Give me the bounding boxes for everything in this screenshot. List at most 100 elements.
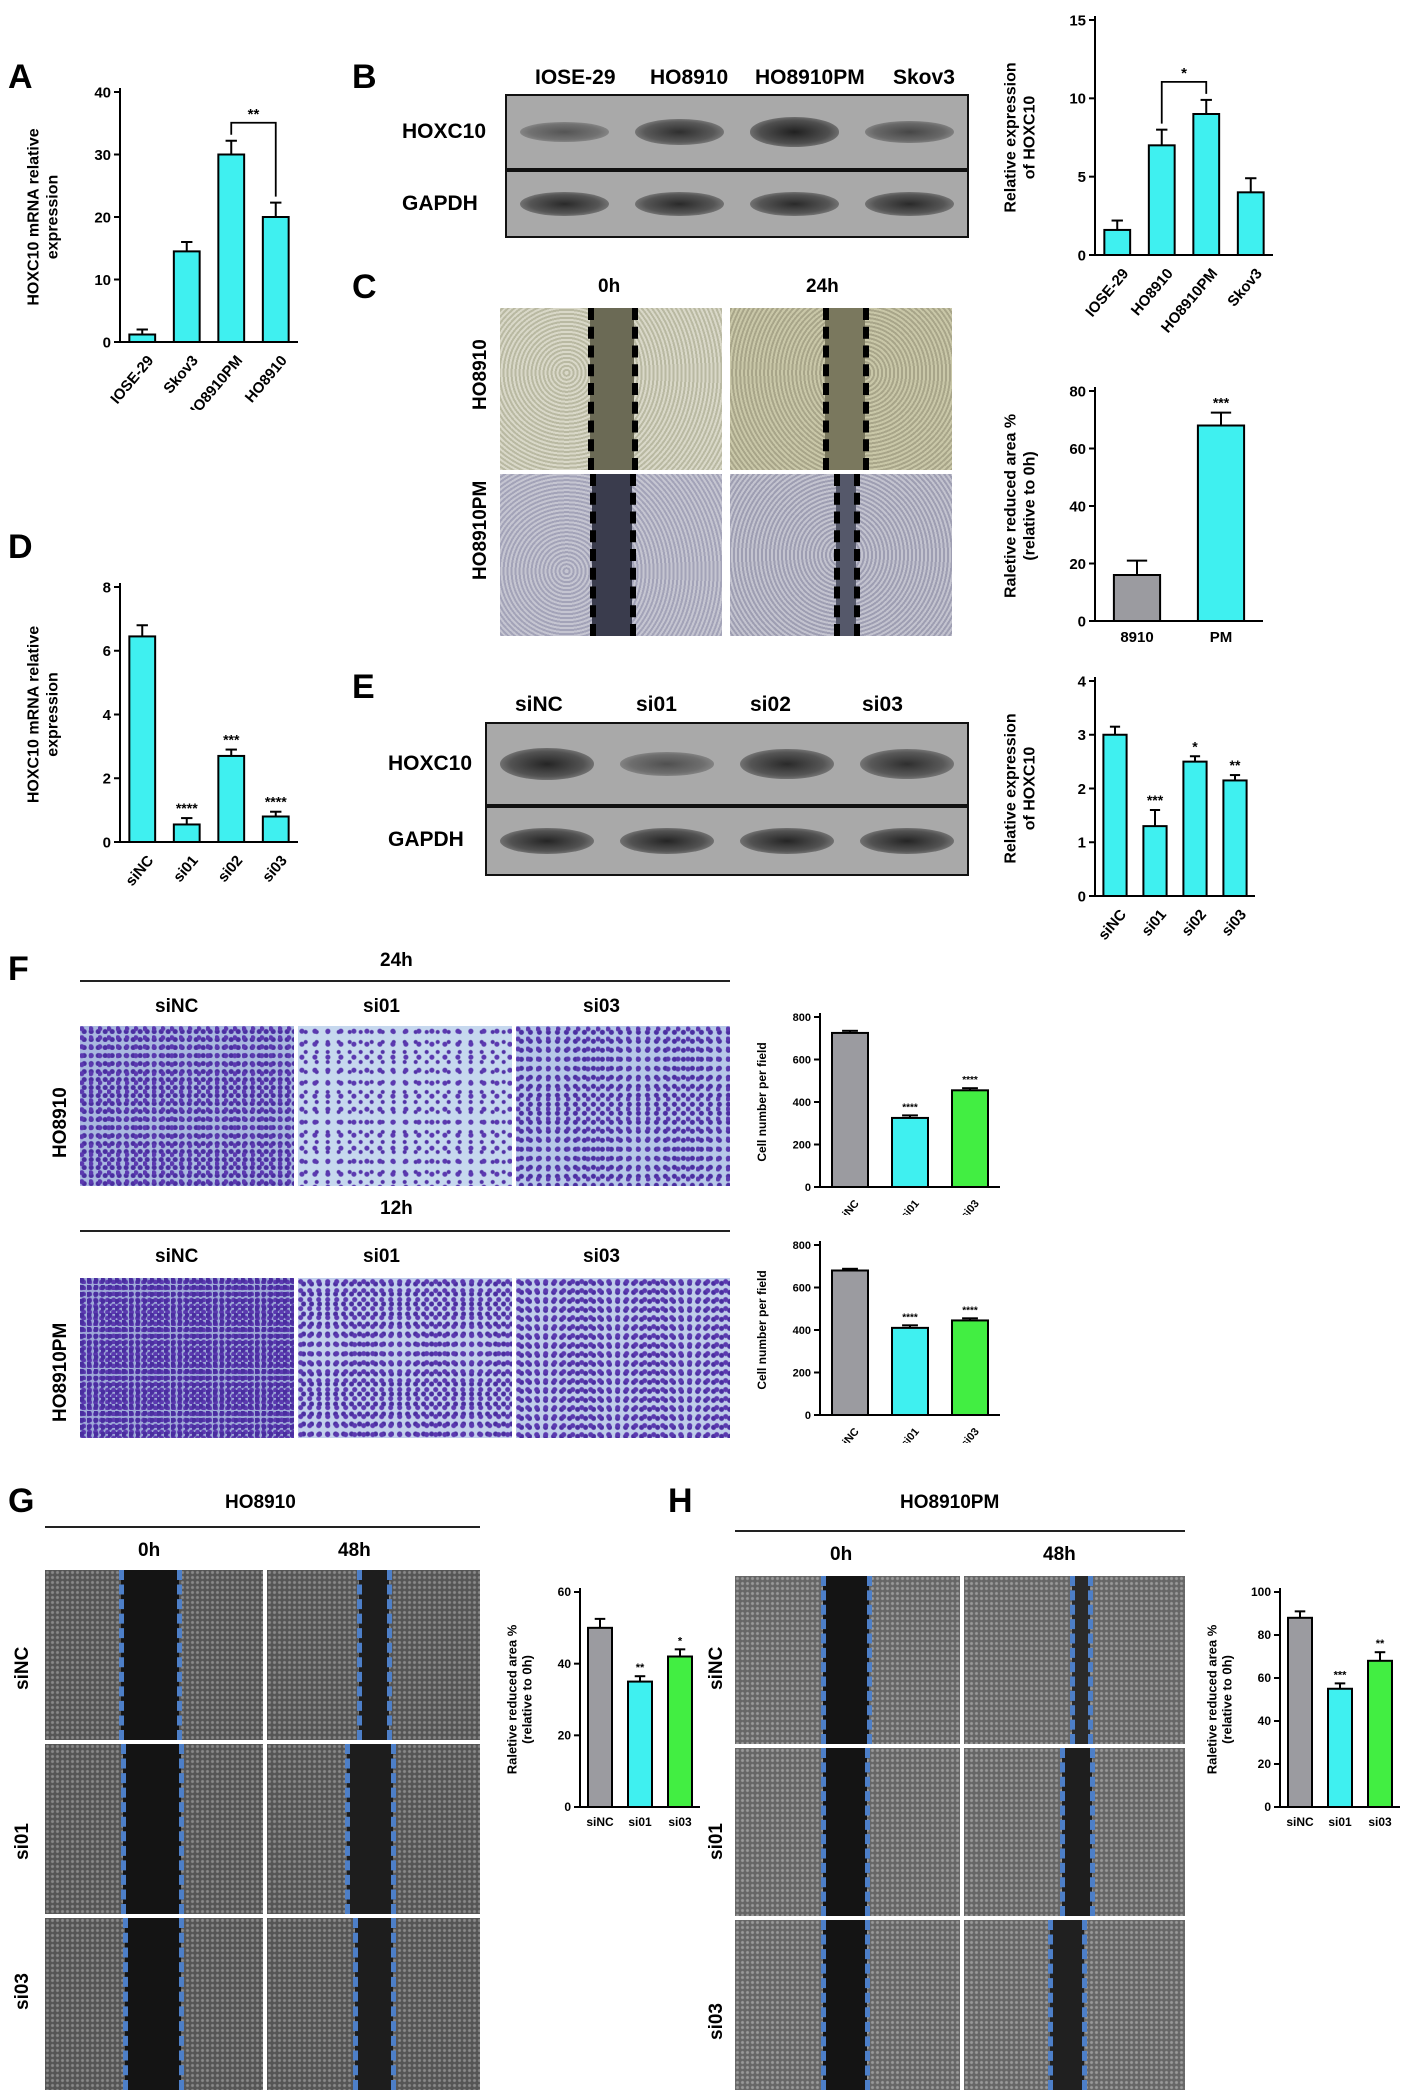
- x-tick-label: siNC: [837, 1426, 862, 1443]
- wound-image: [964, 1576, 1185, 1744]
- h-col-label: 48h: [1043, 1544, 1076, 1565]
- y-tick-label: 1: [1078, 835, 1086, 852]
- wound-image: [267, 1744, 480, 1914]
- y-axis-label: expression: [44, 175, 61, 259]
- blot-band: [860, 749, 954, 779]
- bar: [217, 153, 246, 343]
- blot-band: [519, 191, 610, 217]
- bar: [1147, 144, 1176, 256]
- f-col-label: si01: [363, 996, 400, 1017]
- bar: [172, 250, 201, 343]
- transwell-image: [516, 1278, 730, 1438]
- h-rule: [735, 1530, 1185, 1532]
- x-tick-label: si01: [170, 852, 202, 885]
- blot-band: [749, 117, 840, 147]
- x-tick-label: Skov3: [160, 352, 201, 397]
- blot-band: [620, 827, 714, 855]
- x-tick-label: si03: [1368, 1815, 1392, 1829]
- y-tick-label: 4: [1078, 673, 1087, 690]
- wound-image: [735, 1920, 960, 2090]
- bar: [627, 1680, 653, 1808]
- g-row-label: siNC: [12, 1646, 33, 1690]
- y-tick-label: 800: [793, 1012, 811, 1024]
- f-row-label: HO8910: [50, 1087, 71, 1158]
- wound-image: [730, 308, 952, 470]
- bar: [128, 635, 157, 843]
- blot-band: [500, 748, 594, 780]
- y-tick-label: 0: [805, 1182, 811, 1194]
- y-tick-label: 2: [1078, 781, 1086, 798]
- x-tick-label: si01: [899, 1426, 922, 1443]
- c-col-label: 24h: [806, 276, 839, 297]
- wound-image: [500, 474, 722, 636]
- y-axis-label: Raletive reduced area %: [505, 1624, 520, 1774]
- panel-letter-d: D: [8, 528, 33, 566]
- g-title: HO8910: [225, 1492, 296, 1513]
- blot-e-lane-label: si01: [636, 693, 677, 716]
- significance-label: ***: [223, 732, 240, 748]
- c-col-label: 0h: [598, 276, 621, 297]
- blot-band: [740, 827, 834, 855]
- bar: [1182, 760, 1208, 897]
- y-axis-label: Relative expression: [1003, 62, 1020, 212]
- y-tick-label: 15: [1069, 12, 1086, 29]
- significance-label: ****: [962, 1305, 978, 1316]
- y-tick-label: 400: [793, 1097, 811, 1109]
- bar: [891, 1116, 929, 1188]
- blot-b-lane-label: IOSE-29: [535, 66, 616, 89]
- blot-b-hoxc10-strip: [505, 94, 969, 170]
- y-tick-label: 4: [103, 707, 112, 724]
- blot-band: [864, 191, 955, 217]
- significance-label: ****: [902, 1102, 918, 1113]
- x-tick-label: si02: [1178, 906, 1210, 939]
- blot-band: [634, 118, 725, 146]
- blot-band: [519, 121, 610, 143]
- x-tick-label: si03: [959, 1198, 982, 1215]
- y-tick-label: 80: [1258, 1628, 1272, 1642]
- significance-label: *: [678, 1635, 683, 1647]
- significance-label: ****: [962, 1075, 978, 1086]
- significance-label: ***: [1147, 792, 1164, 808]
- panel-letter-c: C: [352, 268, 377, 306]
- y-tick-label: 5: [1078, 169, 1086, 186]
- x-tick-label: 8910: [1120, 629, 1153, 646]
- blot-band: [740, 748, 834, 780]
- y-tick-label: 8: [103, 579, 111, 596]
- y-tick-label: 20: [94, 209, 111, 226]
- h-row-label: si01: [706, 1823, 727, 1860]
- bar: [951, 1319, 989, 1416]
- significance-label: ***: [1334, 1669, 1348, 1681]
- x-tick-label: si03: [1218, 906, 1250, 939]
- y-axis-label: Raletive reduced area %: [1003, 414, 1020, 598]
- y-tick-label: 200: [793, 1367, 811, 1379]
- significance-label: ****: [265, 794, 287, 810]
- significance-bracket: [230, 121, 277, 197]
- y-tick-label: 0: [103, 834, 111, 851]
- g-row-label: si01: [12, 1823, 33, 1860]
- y-axis-label: of HOXC10: [1021, 747, 1038, 831]
- g-col-label: 48h: [338, 1540, 371, 1561]
- x-tick-label: PM: [1210, 629, 1233, 646]
- blot-band: [500, 827, 594, 855]
- f-bottom-rule: [80, 1230, 730, 1232]
- transwell-image: [298, 1278, 512, 1438]
- y-tick-label: 0: [1078, 613, 1086, 630]
- y-tick-label: 20: [558, 1729, 572, 1743]
- bar: [1222, 779, 1248, 897]
- c-row-label: HO8910: [470, 339, 491, 410]
- significance-label: ****: [902, 1312, 918, 1323]
- y-axis-label: expression: [44, 672, 61, 756]
- x-tick-label: si01: [628, 1815, 652, 1829]
- wound-image: [735, 1748, 960, 1916]
- y-tick-label: 600: [793, 1054, 811, 1066]
- bar: [217, 754, 246, 843]
- wound-image: [735, 1576, 960, 1744]
- blot-band: [634, 191, 725, 217]
- h-row-label: si03: [706, 2003, 727, 2040]
- blot-b-lane-label: HO8910PM: [755, 66, 865, 89]
- f-col-label: si03: [583, 1246, 620, 1267]
- bar: [261, 216, 290, 343]
- chart-f1: 0 200 400 600 800 Cell number per field siNC **…: [755, 1012, 1000, 1215]
- y-tick-label: 60: [558, 1585, 572, 1599]
- significance-label: **: [248, 106, 260, 123]
